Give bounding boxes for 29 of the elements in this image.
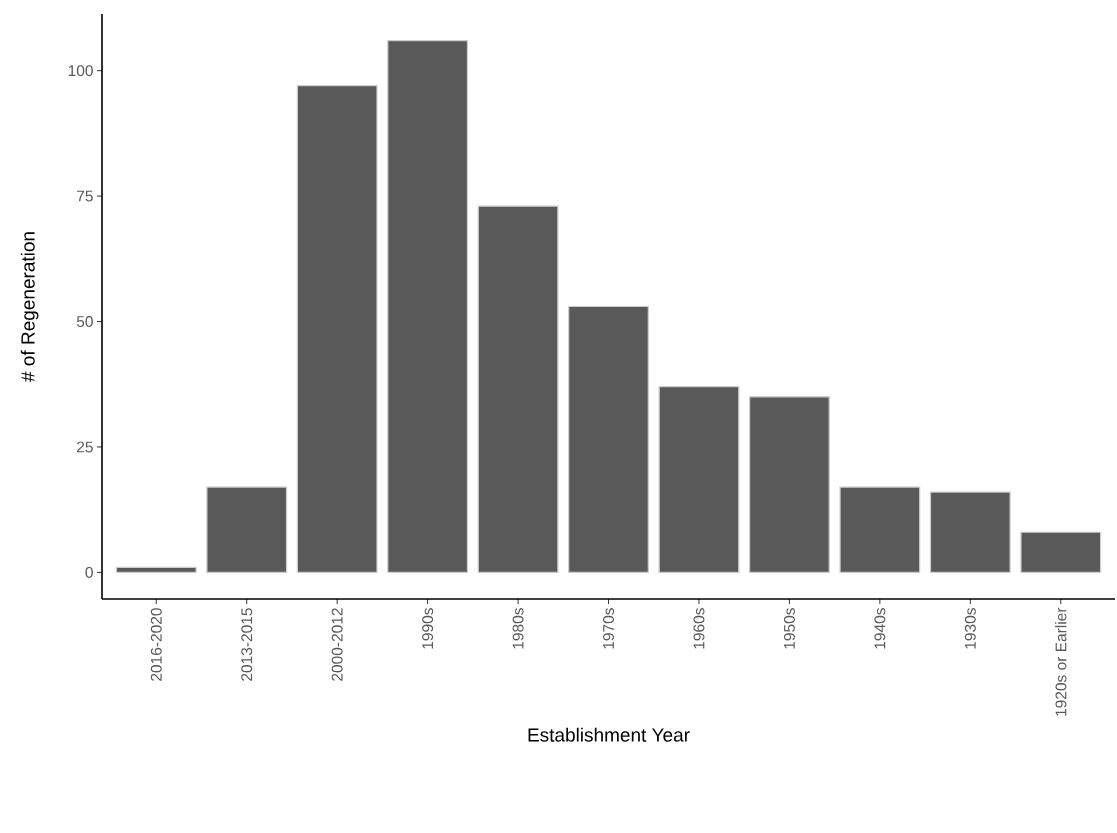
bar <box>387 39 469 573</box>
y-axis-title: # of Regeneration <box>20 232 39 382</box>
bar <box>568 305 649 573</box>
bar <box>206 486 288 573</box>
x-tick-label: 1920s or Earlier <box>1055 607 1067 716</box>
x-tick-label: 1930s <box>964 608 976 649</box>
x-tick-label: 1970s <box>603 608 615 649</box>
bar <box>749 396 830 573</box>
y-tick-label: 0 <box>85 566 93 578</box>
x-tick-label: 1980s <box>512 608 524 649</box>
x-tick-label: 2013-2015 <box>241 608 253 681</box>
bar <box>929 491 1011 573</box>
x-tick-label: 2016-2020 <box>150 608 162 681</box>
x-tick-label: 1940s <box>874 608 886 649</box>
x-tick-label: 2000-2012 <box>331 608 343 681</box>
bar <box>839 486 921 573</box>
y-tick-label: 50 <box>76 316 93 328</box>
bar <box>115 566 197 573</box>
x-axis-title: Establishment Year <box>528 727 690 742</box>
y-tick-label: 75 <box>77 190 93 202</box>
x-tick-label: 1950s <box>783 608 795 649</box>
bar <box>658 386 740 573</box>
x-tick-label: 1990s <box>422 608 434 649</box>
y-tick-label: 25 <box>77 441 93 453</box>
bar <box>1020 531 1102 573</box>
bar <box>477 205 559 573</box>
y-tick-label: 100 <box>68 65 93 77</box>
x-tick-label: 1960s <box>693 608 705 649</box>
bar <box>296 85 378 573</box>
